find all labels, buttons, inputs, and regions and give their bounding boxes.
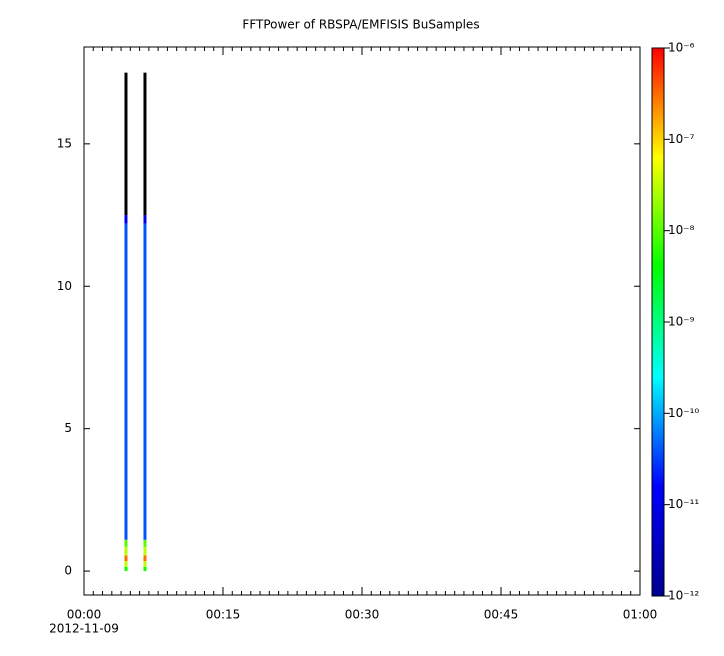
spectrum-cell: [143, 215, 147, 224]
spectrum-cell: [124, 215, 128, 224]
plot-frame: [83, 46, 641, 596]
colorbar-tick-label: 10⁻¹⁰: [668, 406, 699, 420]
spectrum-cell: [124, 223, 128, 540]
x-tick-label: 00:45: [484, 608, 519, 622]
spectrum-cell: [124, 72, 128, 216]
y-tick-label: 0: [64, 564, 72, 578]
colorbar-tick-label: 10⁻⁸: [668, 223, 695, 237]
y-tick-label: 10: [57, 279, 72, 293]
colorbar-tick-label: 10⁻¹¹: [668, 497, 699, 511]
spectrum-cell: [124, 546, 128, 556]
chart-title: FFTPower of RBSPA/EMFISIS BuSamples: [242, 18, 479, 32]
spectrum-cell: [143, 72, 147, 216]
colorbar: [651, 47, 665, 597]
spectrum-cell: [143, 561, 147, 567]
spectrum-cell: [124, 555, 128, 562]
spectrum-cell: [143, 555, 147, 562]
y-tick-label: 5: [64, 421, 72, 435]
colorbar-tick-label: 10⁻⁹: [668, 315, 695, 329]
x-tick-label: 01:00: [623, 608, 658, 622]
date-label: 2012-11-09: [49, 622, 119, 636]
x-tick-label: 00:00: [67, 608, 102, 622]
y-tick-label: 15: [57, 136, 72, 150]
colorbar-tick-label: 10⁻¹²: [668, 589, 699, 603]
spectrum-cell: [143, 539, 147, 547]
spectrum-cell: [143, 566, 147, 572]
colorbar-tick-label: 10⁻⁷: [668, 132, 695, 146]
spectrum-cell: [143, 546, 147, 556]
spectrum-cell: [124, 566, 128, 572]
spectrum-cell: [124, 539, 128, 547]
spectrum-cell: [143, 223, 147, 540]
spectrum-cell: [124, 561, 128, 567]
colorbar-tick-label: 10⁻⁶: [668, 41, 695, 55]
x-tick-label: 00:30: [345, 608, 380, 622]
x-tick-label: 00:15: [206, 608, 241, 622]
